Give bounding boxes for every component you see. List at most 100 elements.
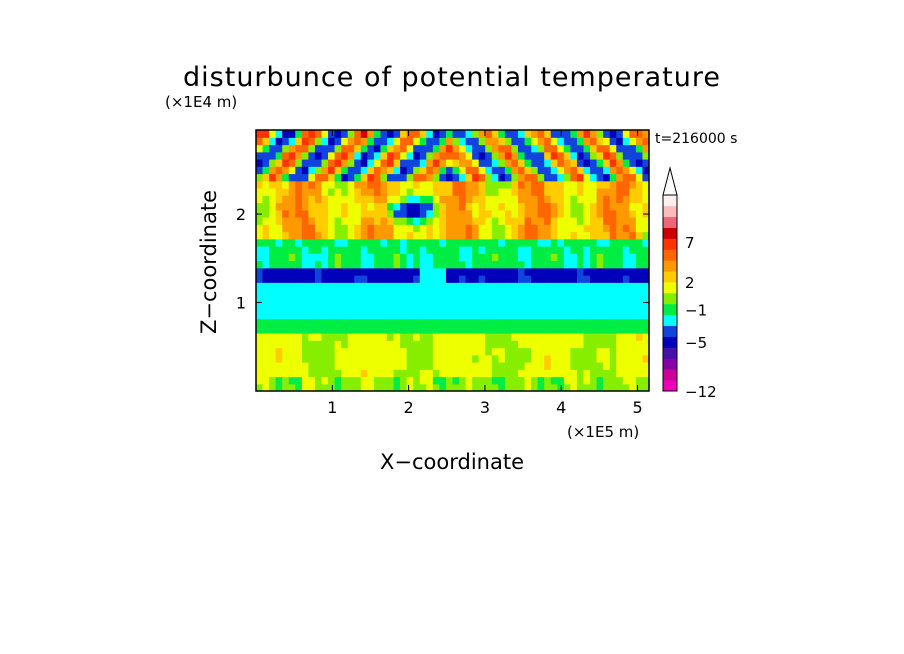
contour-cell: [393, 253, 401, 262]
contour-cell: [616, 275, 624, 283]
contour-cell: [452, 275, 460, 283]
contour-cell: [603, 137, 611, 146]
contour-cell: [426, 267, 434, 276]
contour-cell: [596, 282, 604, 291]
contour-cell: [576, 217, 585, 225]
contour-cell: [387, 318, 395, 327]
contour-cell: [308, 195, 316, 204]
contour-cell: [334, 180, 342, 189]
contour-cell: [347, 369, 355, 378]
contour-cell: [406, 318, 414, 327]
contour-cell: [262, 333, 270, 341]
contour-cell: [321, 318, 329, 327]
contour-cell: [314, 137, 323, 146]
contour-cell: [380, 260, 388, 269]
contour-cell: [452, 144, 460, 153]
contour-cell: [269, 246, 277, 254]
contour-cell: [256, 238, 264, 247]
contour-cell: [570, 246, 578, 254]
contour-cell: [439, 166, 447, 175]
contour-cell: [354, 159, 362, 167]
contour-cell: [347, 137, 355, 146]
contour-cell: [321, 180, 329, 189]
contour-cell: [531, 130, 539, 138]
contour-cell: [524, 231, 532, 240]
contour-cell: [642, 246, 649, 254]
contour-cell: [478, 260, 486, 269]
contour-cell: [609, 340, 617, 349]
x-unit-label: (×1E5 m): [567, 423, 639, 441]
contour-cell: [308, 369, 316, 378]
contour-cell: [622, 267, 630, 276]
contour-cell: [439, 253, 447, 262]
contour-cell: [269, 202, 277, 211]
contour-cell: [295, 362, 303, 370]
contour-cell: [439, 282, 447, 291]
contour-cell: [485, 231, 493, 240]
contour-cell: [491, 166, 499, 175]
contour-cell: [616, 362, 624, 370]
contour-cell: [485, 137, 493, 146]
contour-cell: [642, 289, 649, 298]
contour-cell: [583, 166, 591, 175]
contour-cell: [334, 289, 342, 298]
contour-cell: [557, 325, 565, 334]
contour-cell: [262, 340, 270, 349]
contour-cell: [629, 130, 637, 138]
contour-cell: [524, 347, 532, 356]
contour-cell: [295, 325, 303, 334]
contour-cell: [321, 166, 329, 175]
contour-cell: [452, 202, 460, 211]
contour-cell: [491, 238, 499, 247]
contour-cell: [491, 137, 499, 146]
contour-cell: [328, 260, 336, 269]
contour-cell: [511, 347, 519, 356]
contour-cell: [387, 311, 395, 320]
contour-cell: [642, 217, 649, 225]
contour-cell: [432, 362, 440, 370]
contour-cell: [380, 180, 388, 189]
contour-cell: [373, 318, 382, 327]
contour-cell: [504, 202, 513, 211]
contour-cell: [334, 383, 342, 391]
contour-cell: [563, 369, 571, 378]
contour-cell: [511, 173, 519, 182]
contour-cell: [275, 224, 283, 233]
contour-cell: [295, 202, 303, 211]
contour-cell: [301, 289, 309, 298]
contour-cell: [563, 267, 571, 276]
contour-cell: [347, 296, 355, 305]
contour-cell: [616, 383, 624, 391]
contour-cell: [432, 267, 440, 276]
contour-cell: [445, 224, 454, 233]
contour-cell: [256, 304, 264, 312]
contour-cell: [400, 151, 408, 160]
contour-cell: [642, 238, 649, 247]
contour-cell: [616, 253, 624, 262]
contour-cell: [321, 304, 329, 312]
contour-cell: [373, 354, 382, 363]
contour-cell: [616, 195, 624, 204]
contour-cell: [269, 260, 277, 269]
contour-cell: [413, 246, 421, 254]
contour-cell: [504, 275, 513, 283]
contour-cell: [563, 188, 571, 196]
contour-cell: [563, 166, 571, 175]
contour-cell: [387, 166, 395, 175]
contour-cell: [354, 253, 362, 262]
contour-cell: [642, 166, 649, 175]
contour-cell: [380, 369, 388, 378]
contour-cell: [498, 340, 506, 349]
contour-cell: [328, 209, 336, 218]
contour-cell: [478, 159, 486, 167]
contour-cell: [406, 166, 414, 175]
contour-cell: [485, 304, 493, 312]
contour-cell: [609, 224, 617, 233]
contour-cell: [426, 166, 434, 175]
contour-cell: [563, 173, 571, 182]
contour-cell: [445, 267, 454, 276]
contour-cell: [321, 333, 329, 341]
contour-cell: [465, 173, 473, 182]
contour-cell: [603, 275, 611, 283]
contour-cell: [563, 347, 571, 356]
